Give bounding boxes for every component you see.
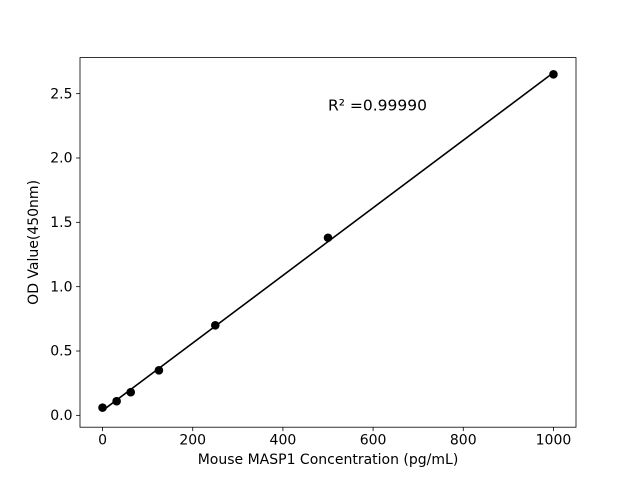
data-point-marker bbox=[112, 396, 121, 406]
data-point-marker bbox=[323, 233, 333, 243]
x-axis-label: Mouse MASP1 Concentration (pg/mL) bbox=[198, 452, 459, 468]
y-tick-label: 2.5 bbox=[50, 86, 72, 102]
x-tick-label: 800 bbox=[450, 432, 477, 448]
x-tick-label: 400 bbox=[270, 432, 297, 448]
y-tick-label: 1.0 bbox=[50, 279, 72, 295]
x-tick-label: 200 bbox=[179, 432, 206, 448]
y-axis-ticks: 0.0 0.5 1.0 1.5 2.0 2.5 bbox=[50, 86, 80, 424]
y-tick-label: 1.5 bbox=[50, 215, 72, 231]
data-point-marker bbox=[210, 320, 220, 330]
data-points bbox=[98, 70, 558, 412]
data-point-marker bbox=[549, 70, 558, 79]
x-tick-label: 0 bbox=[98, 432, 107, 448]
r-squared-annotation: R² =0.99990 bbox=[328, 96, 427, 114]
plot-area-border bbox=[79, 57, 577, 428]
x-axis-ticks: 0 200 400 600 800 1000 bbox=[98, 427, 571, 448]
data-point-marker bbox=[98, 403, 107, 412]
x-tick-label: 1000 bbox=[536, 432, 572, 448]
data-point-marker bbox=[126, 387, 136, 397]
data-point-marker bbox=[154, 366, 164, 375]
y-axis-label: OD Value(450nm) bbox=[26, 180, 42, 305]
y-tick-label: 2.0 bbox=[50, 151, 72, 167]
y-tick-label: 0.0 bbox=[50, 408, 72, 424]
x-tick-label: 600 bbox=[360, 432, 387, 448]
y-tick-label: 0.5 bbox=[50, 344, 72, 360]
